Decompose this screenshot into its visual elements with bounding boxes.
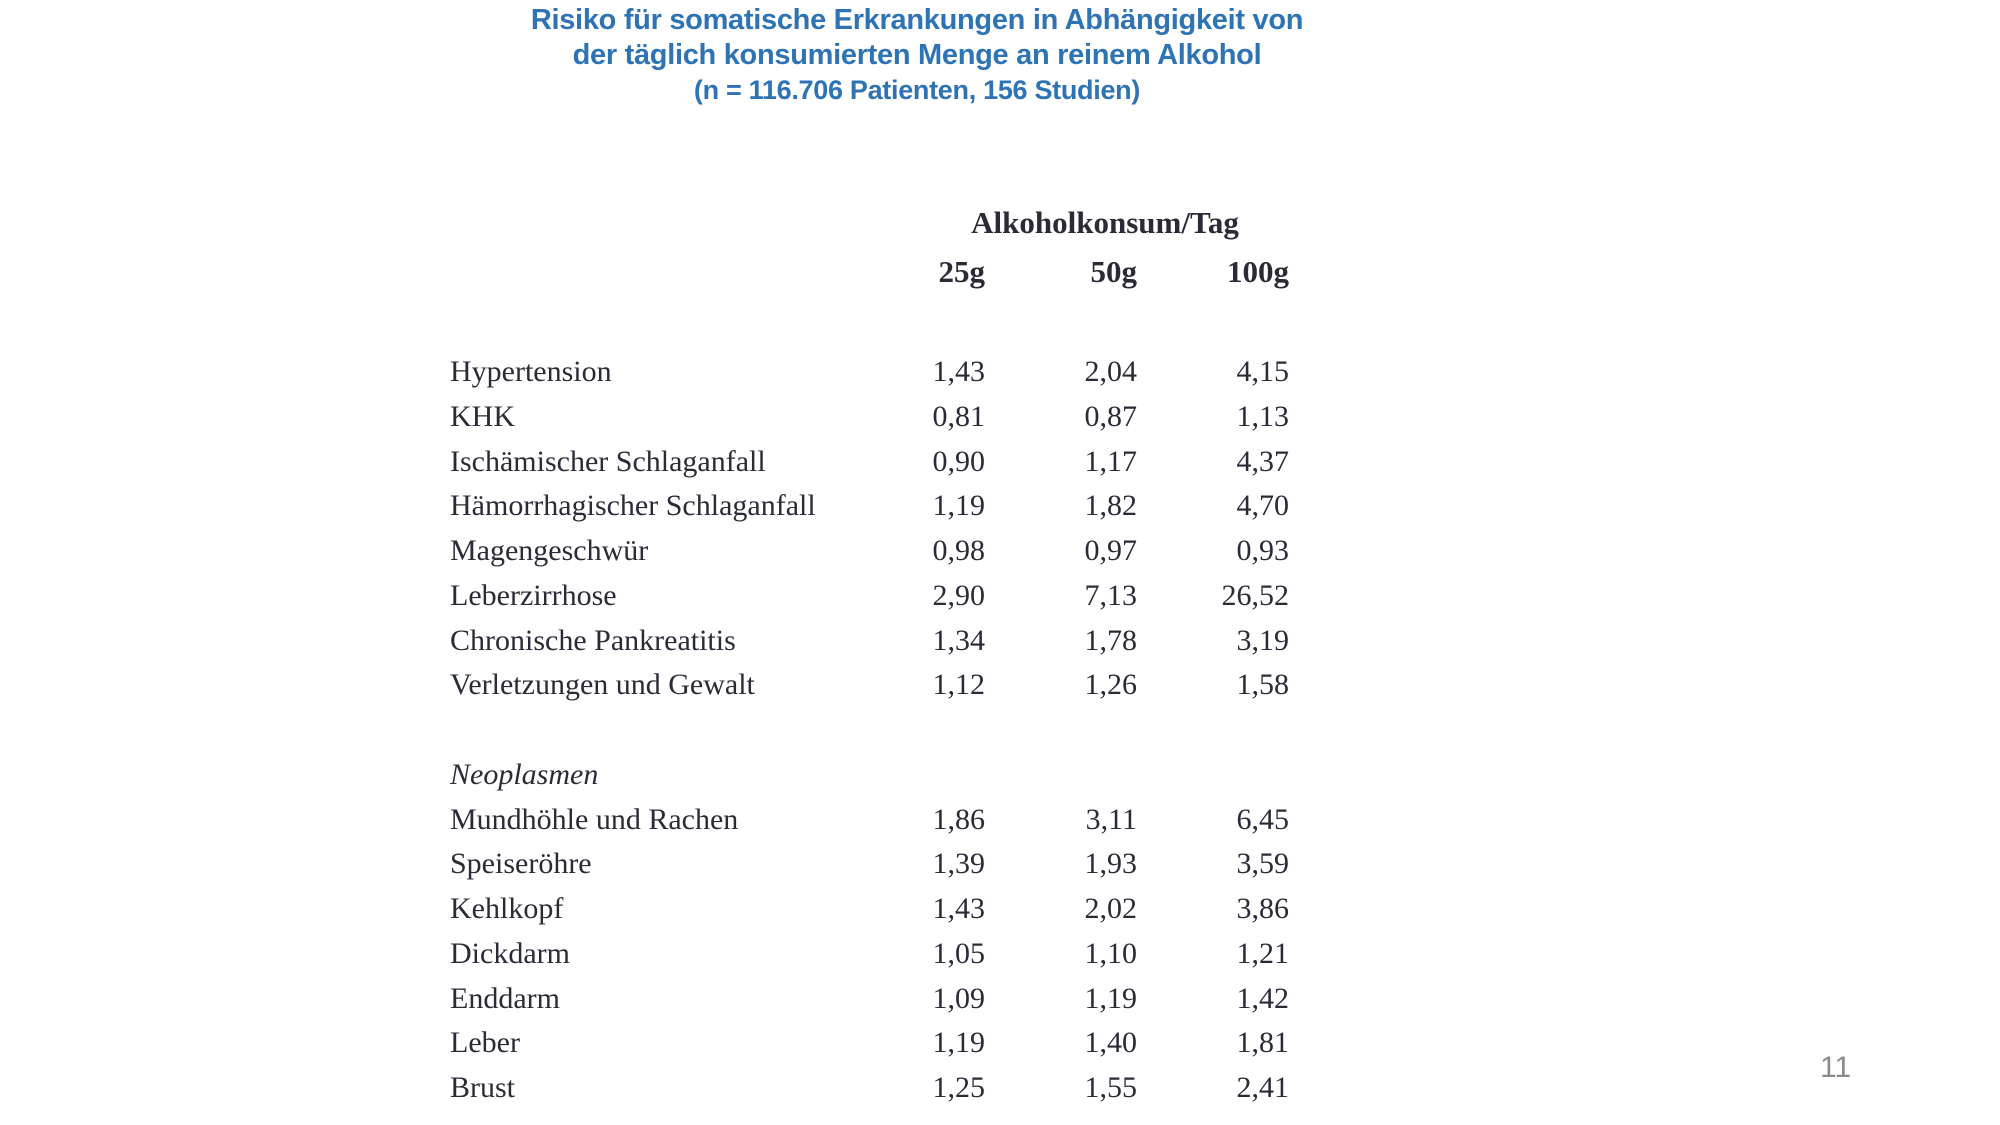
row-value: 1,25 <box>932 1071 986 1104</box>
row-value: 1,05 <box>932 936 986 970</box>
row-value: 2,02 <box>1084 892 1138 925</box>
row-value: 3,86 <box>1236 892 1290 925</box>
table-row: Mundhöhle und Rachen 1,86 3,11 6,45 <box>450 798 1290 843</box>
row-value: 0,93 <box>1236 534 1290 567</box>
row-label: Ischämischer Schlaganfall <box>450 444 766 478</box>
table-body: Hypertension 1,43 2,04 4,15 KHK 0,81 0,8… <box>450 350 1290 1111</box>
table-row: Brust 1,25 1,55 2,41 <box>450 1066 1290 1111</box>
row-value: 1,78 <box>1084 623 1138 657</box>
row-value: 2,90 <box>932 578 986 612</box>
row-value: 7,13 <box>1084 578 1138 612</box>
row-value: 1,43 <box>932 355 986 388</box>
section-header-neoplasmen: Neoplasmen <box>450 757 599 791</box>
row-label: Dickdarm <box>450 936 570 970</box>
slide-title: Risiko für somatische Erkrankungen in Ab… <box>367 3 1467 108</box>
table-row: Hypertension 1,43 2,04 4,15 <box>450 350 1290 395</box>
row-value: 1,86 <box>932 802 986 836</box>
row-value: 1,93 <box>1084 847 1138 881</box>
row-value: 3,11 <box>1085 802 1137 836</box>
column-header-100g: 100g <box>1227 254 1289 289</box>
row-value: 1,21 <box>1236 936 1290 970</box>
row-label: Leber <box>450 1026 520 1060</box>
row-value: 1,17 <box>1084 444 1138 478</box>
row-value: 1,12 <box>932 668 986 702</box>
column-header-row: 25g 50g 100g <box>450 250 1290 295</box>
slide-title-sample-size: (n = 116.706 Patienten, 156 Studien) <box>693 75 1141 105</box>
row-label: Kehlkopf <box>450 892 564 925</box>
row-value: 0,81 <box>932 399 986 433</box>
row-value: 4,15 <box>1236 355 1290 388</box>
row-value: 1,09 <box>932 981 986 1015</box>
row-value: 1,58 <box>1236 668 1290 702</box>
table-row: Hämorrhagischer Schlaganfall 1,19 1,82 4… <box>450 484 1290 529</box>
table-row: Leber 1,19 1,40 1,81 <box>450 1021 1290 1066</box>
table-row: Verletzungen und Gewalt 1,12 1,26 1,58 <box>450 663 1290 708</box>
row-value: 1,81 <box>1236 1026 1290 1060</box>
row-value: 1,26 <box>1084 668 1138 702</box>
column-header-25g: 25g <box>938 254 986 289</box>
row-value: 0,87 <box>1084 399 1138 433</box>
row-label: Hämorrhagischer Schlaganfall <box>450 489 816 523</box>
row-value: 1,19 <box>932 1026 986 1060</box>
row-value: 0,97 <box>1084 534 1138 567</box>
row-value: 4,70 <box>1236 489 1290 523</box>
row-value: 1,82 <box>1084 489 1138 523</box>
column-header-empty <box>450 250 835 295</box>
row-value: 1,34 <box>932 623 986 657</box>
slide-page-number: 11 <box>1820 1051 1852 1084</box>
table-row: Magengeschwür 0,98 0,97 0,93 <box>450 529 1290 574</box>
row-value: 1,19 <box>1084 981 1138 1015</box>
row-value: 0,90 <box>932 444 986 478</box>
row-value: 1,55 <box>1084 1071 1138 1104</box>
slide-title-line2: der täglich konsumierten Menge an reinem… <box>572 39 1262 71</box>
table-row: Leberzirrhose 2,90 7,13 26,52 <box>450 574 1290 619</box>
row-value: 2,41 <box>1236 1071 1290 1104</box>
row-value: 26,52 <box>1221 578 1290 612</box>
column-group-header: Alkoholkonsum/Tag <box>971 205 1239 240</box>
row-value: 3,59 <box>1236 847 1290 881</box>
table-row: KHK 0,81 0,87 1,13 <box>450 395 1290 440</box>
row-label: Mundhöhle und Rachen <box>450 802 739 836</box>
row-value: 1,19 <box>932 489 986 523</box>
row-label: Brust <box>450 1071 516 1104</box>
row-value: 4,37 <box>1236 444 1290 478</box>
table-row: Ischämischer Schlaganfall 0,90 1,17 4,37 <box>450 440 1290 485</box>
row-label: KHK <box>450 399 515 433</box>
column-header-50g: 50g <box>1090 254 1138 289</box>
row-label: Speiseröhre <box>450 847 592 881</box>
row-value: 2,04 <box>1084 355 1138 388</box>
table-row: Speiseröhre 1,39 1,93 3,59 <box>450 842 1290 887</box>
row-label: Leberzirrhose <box>450 578 617 612</box>
row-label: Hypertension <box>450 355 612 388</box>
row-value: 1,40 <box>1084 1026 1138 1060</box>
row-value: 6,45 <box>1236 802 1290 836</box>
table-row: Enddarm 1,09 1,19 1,42 <box>450 977 1290 1022</box>
row-value: 0,98 <box>932 534 986 567</box>
slide-title-line1: Risiko für somatische Erkrankungen in Ab… <box>530 4 1304 36</box>
row-label: Enddarm <box>450 981 560 1015</box>
section-spacer <box>450 708 1290 753</box>
table-row: Chronische Pankreatitis 1,34 1,78 3,19 <box>450 619 1290 664</box>
row-label: Magengeschwür <box>450 534 649 567</box>
row-label: Chronische Pankreatitis <box>450 623 736 657</box>
row-value: 1,42 <box>1236 981 1290 1015</box>
row-value: 1,10 <box>1084 936 1138 970</box>
row-label: Verletzungen und Gewalt <box>450 668 755 702</box>
table-row: Dickdarm 1,05 1,10 1,21 <box>450 932 1290 977</box>
row-value: 1,43 <box>932 892 986 925</box>
row-value: 1,39 <box>932 847 986 881</box>
table-row: Kehlkopf 1,43 2,02 3,86 <box>450 887 1290 932</box>
row-value: 3,19 <box>1236 623 1290 657</box>
row-value: 1,13 <box>1236 399 1290 433</box>
